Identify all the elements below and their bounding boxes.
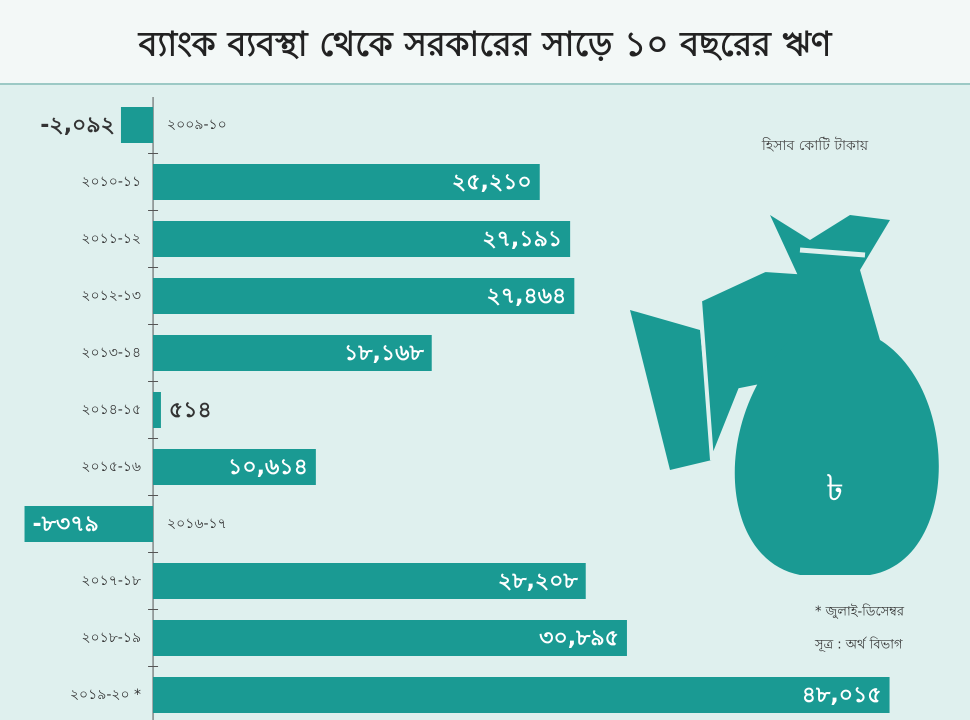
- bar: [24, 506, 154, 542]
- category-label: ২০১২-১৩: [81, 288, 141, 304]
- value-label: ২৭,৪৬৪: [486, 284, 566, 309]
- bar: [153, 335, 432, 371]
- category-label: ২০১৭-১৮: [81, 573, 141, 589]
- value-label: ২৫,২১০: [452, 170, 532, 195]
- category-label: ২০১০-১১: [81, 174, 141, 190]
- category-label: ২০১৬-১৭: [167, 516, 227, 532]
- category-label: ২০১১-১২: [81, 231, 141, 247]
- value-label: ১৮,১৬৮: [344, 341, 424, 366]
- bar: [153, 392, 161, 428]
- title-band: [0, 0, 970, 84]
- bar: [120, 107, 154, 143]
- bar: [153, 164, 540, 200]
- category-label: ২০০৯-১০: [167, 117, 227, 133]
- value-label: ৩০,৮৯৫: [539, 626, 619, 651]
- value-label: ৪৮,০১৫: [802, 683, 882, 708]
- value-label: ২৭,১৯১: [482, 227, 562, 252]
- footnote: * জুলাই-ডিসেম্বর: [815, 604, 905, 620]
- bar: [153, 677, 890, 713]
- category-label: ২০১৫-১৬: [81, 459, 141, 475]
- value-label: -২,০৯২: [40, 113, 115, 138]
- value-label: -৮৩৭৯: [33, 512, 99, 537]
- category-label: ২০১৩-১৪: [81, 345, 141, 361]
- unit-note: হিসাব কোটি টাকায়: [761, 137, 869, 154]
- bar: [153, 449, 316, 485]
- value-label: ২৮,২০৮: [498, 569, 579, 594]
- category-label: ২০১৪-১৫: [81, 402, 141, 418]
- category-label: ২০১৯-২০ *: [70, 687, 141, 703]
- category-label: ২০১৮-১৯: [81, 630, 141, 646]
- value-label: ৫১৪: [169, 398, 212, 423]
- bar: [153, 221, 571, 257]
- bar: [153, 278, 575, 314]
- bar: [153, 563, 586, 599]
- money-bag-icon: ৳: [630, 215, 939, 575]
- svg-text:৳: ৳: [826, 468, 844, 509]
- chart-title: ব্যাংক ব্যবস্থা থেকে সরকারের সাড়ে ১০ বছ…: [138, 25, 833, 65]
- bar: [153, 620, 627, 656]
- source-note: সূত্র : অর্থ বিভাগ: [814, 637, 903, 653]
- value-label: ১০,৬১৪: [228, 455, 308, 480]
